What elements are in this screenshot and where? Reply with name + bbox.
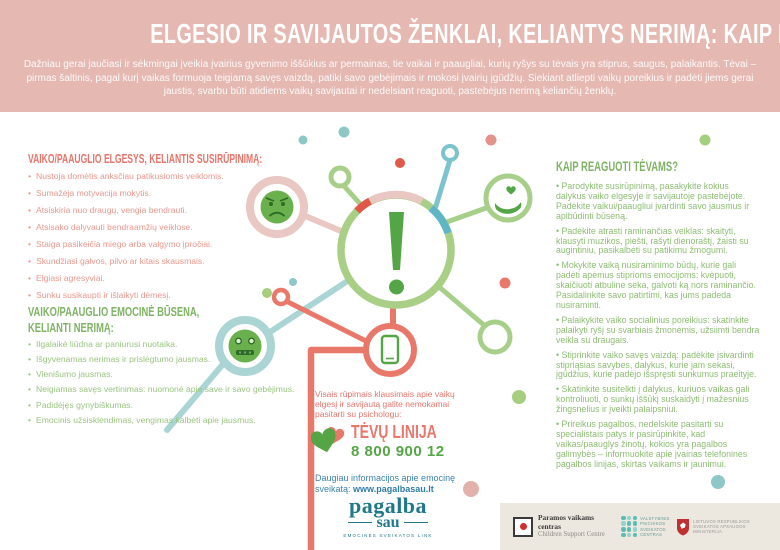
psichikos-centras-logo (621, 515, 638, 538)
small-green-ring (328, 165, 352, 189)
org1-name-en: Children Support Centre (538, 531, 605, 538)
hotline-text: TĖVŲ LINIJA 8 800 900 12 (351, 423, 461, 460)
emotional-list: Ilgalaikė liūdna ar paniurusi nuotaika. … (28, 337, 294, 429)
title-wrap: ELGESIO IR SAVIJAUTOS ŽENKLAI, KELIANTYS… (0, 18, 780, 50)
list-item: Nustoja domėtis anksčiau patikusiomis ve… (28, 168, 273, 185)
header-banner: ELGESIO IR SAVIJAUTOS ŽENKLAI, KELIANTYS… (0, 0, 780, 112)
emotional-heading-line1: VAIKO/PAAUGLIO EMOCINĖ BŪSENA, (28, 304, 200, 319)
org1-name: Paramos vaikams centras (538, 513, 595, 531)
list-item: Sumažėja motyvacija mokytis. (28, 185, 273, 202)
small-teal-ring (441, 144, 459, 162)
pagalbasau-link[interactable]: www.pagalbasau.lt (353, 483, 434, 494)
red-dot-icon (519, 523, 527, 530)
react-section: KAIP REAGUOTI TĖVAMS? Parodykite susirūp… (556, 158, 761, 475)
list-item: Elgiasi agresyviai. (28, 270, 273, 287)
emotional-heading: VAIKO/PAAUGLIO EMOCINĖ BŪSENA, KELIANTI … (28, 304, 199, 335)
react-item: Parodykite susirūpinimą, pasakykite koki… (556, 181, 761, 222)
brand-rule-left (348, 521, 373, 524)
behavior-heading: VAIKO/PAAUGLIO ELGESYS, KELIANTIS SUSIRŪ… (28, 151, 263, 166)
org2-name: VALSTYBINIS PSICHIKOS SVEIKATOS CENTRAS (640, 516, 670, 537)
list-item: Skundžiasi galvos, pilvo ar kitais skaus… (28, 253, 273, 270)
info-text: Daugiau informacijos apie emocinę sveika… (315, 473, 480, 494)
list-item: Emocinis užsisklendimas, vengimas kalbėt… (28, 413, 273, 428)
brand-rule-right (403, 521, 428, 524)
behavior-list: Nustoja domėtis anksčiau patikusiomis ve… (28, 168, 273, 304)
react-item: Mokykite vaiką nusiraminimo būdų, kurie … (556, 260, 761, 311)
behavior-section: VAIKO/PAAUGLIO ELGESYS, KELIANTIS SUSIRŪ… (28, 150, 294, 429)
footer-bar: Paramos vaikams centras Children Support… (500, 503, 780, 550)
list-item: Neigiamas savęs vertinimas: nuomonė apie… (28, 382, 294, 397)
list-item: Išgyvenamas nerimas ir prislėgtumo jausm… (28, 352, 273, 367)
phone-icon (363, 323, 417, 377)
list-item: Atsisako dalyvauti bendraamžių veiklose. (28, 219, 273, 236)
list-item: Sunku susikaupti ir išlaikyti dėmesį. (28, 287, 273, 304)
hotline-name: TĖVŲ LINIJA (351, 422, 437, 442)
react-heading: KAIP REAGUOTI TĖVAMS? (556, 159, 678, 174)
alert-node (337, 190, 455, 309)
react-item: Prireikus pagalbos, nedelskite pasitarti… (556, 419, 761, 470)
list-item: Vienišumo jausmas. (28, 367, 273, 382)
react-item: Skatinkite susitelkti į dalykus, kuriuos… (556, 384, 761, 415)
small-salmon-ring (271, 287, 291, 307)
pagalba-sau-logo: pagalba sau EMOCINĖS SVEIKATOS LINK (336, 493, 440, 539)
brand-tagline: EMOCINĖS SVEIKATOS LINK (343, 533, 433, 538)
page-title: ELGESIO IR SAVIJAUTOS ŽENKLAI, KELIANTYS… (150, 18, 780, 49)
page-subtitle: Dažniau gerai jaučiasi ir sėkmingai įvei… (23, 59, 757, 97)
react-item: Palaikykite vaiko socialinius poreikius:… (556, 315, 761, 346)
list-item: Padidėjęs gynybiškumas. (28, 398, 273, 413)
empty-ring (477, 319, 513, 355)
hotline-number: 8 800 900 12 (351, 443, 445, 460)
list-item: Ilgalaikė liūdna ar paniurusi nuotaika. (28, 337, 273, 352)
brand-line2: sau (336, 514, 440, 531)
org3-name: LIETUVOS RESPUBLIKOS SVEIKATOS APSAUGOS … (693, 518, 750, 535)
hearts-icon (311, 426, 345, 453)
info-label: Daugiau informacijos apie emocinę sveika… (315, 473, 456, 494)
hand-heart-icon (483, 173, 533, 223)
contact-intro: Visais rūpimais klausimais apie vaikų el… (315, 389, 455, 419)
paramos-vaikams-text: Paramos vaikams centras Children Support… (538, 513, 612, 539)
exclamation-icon (389, 212, 404, 295)
react-item: Padėkite atrasti raminančias veiklas: sk… (556, 226, 761, 257)
list-item: Staiga pasikeičia miego arba valgymo įpr… (28, 236, 273, 253)
brand-line1: pagalba (348, 493, 428, 518)
paramos-vaikams-logo (513, 516, 533, 537)
react-item: Stiprinkite vaiko savęs vaizdą: padėkite… (556, 350, 761, 381)
hotline-block: TĖVŲ LINIJA 8 800 900 12 (311, 423, 461, 460)
brand-line2-text: sau (376, 514, 400, 531)
list-item: Atsiskiria nuo draugų, vengia bendrauti. (28, 202, 273, 219)
coat-of-arms-icon (677, 518, 690, 535)
emotional-heading-line2: KELIANTI NERIMĄ: (28, 319, 114, 335)
